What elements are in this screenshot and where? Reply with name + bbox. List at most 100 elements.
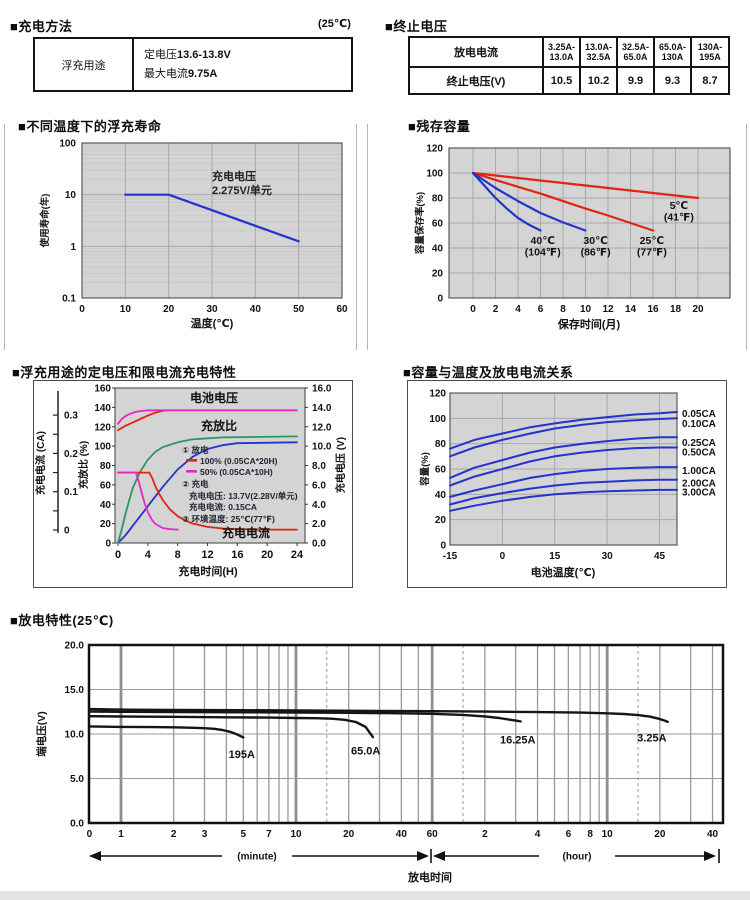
- series-0.05CA-label: 0.05CA: [682, 409, 716, 420]
- hour-range-label: (hour): [563, 852, 592, 863]
- section-header-discharge: ■放电特性(25℃): [10, 613, 114, 628]
- svg-text:1: 1: [70, 242, 76, 253]
- current-range-cell: 65.0A-130A: [653, 36, 692, 68]
- svg-text:0: 0: [440, 541, 446, 552]
- legend-charge: ② 充电: [182, 479, 209, 489]
- svg-text:6.0: 6.0: [312, 480, 326, 491]
- series-0.25CA-line: [449, 436, 678, 479]
- end-voltage-value: 9.9: [616, 66, 655, 95]
- svg-text:20: 20: [435, 515, 447, 526]
- charge-values-cell: 定电压13.6-13.8V 最大电流9.75A: [132, 36, 353, 93]
- charge-method-table: 浮充用途 定电压13.6-13.8V 最大电流9.75A: [33, 36, 353, 93]
- minute-tick: 20: [343, 829, 355, 840]
- series-charge-ratio-100-line: [117, 441, 298, 544]
- svg-text:100: 100: [94, 442, 111, 453]
- svg-text:30: 30: [602, 551, 614, 562]
- svg-text:6: 6: [538, 304, 544, 315]
- current-axis-label: 充电电流 (CA): [34, 431, 47, 495]
- minute-tick: 7: [266, 829, 272, 840]
- svg-text:160: 160: [94, 384, 111, 395]
- series-0.05CA-line: [449, 411, 678, 450]
- svg-text:80: 80: [435, 439, 447, 450]
- panel-charge-characteristics: [33, 380, 353, 588]
- minute-tick: 60: [427, 829, 439, 840]
- svg-text:(41℉): (41℉): [664, 211, 694, 223]
- series-charge-current-50-line: [117, 471, 179, 531]
- hour-tick: 6: [566, 829, 572, 840]
- hour-tick: 4: [535, 829, 541, 840]
- svg-text:0: 0: [105, 539, 111, 550]
- svg-text:0.2: 0.2: [64, 449, 78, 460]
- svg-text:30: 30: [206, 304, 218, 315]
- series-195A-line: [88, 725, 245, 739]
- section-header-residual-capacity: ■残存容量: [408, 119, 471, 134]
- charge-characteristics-chart: 0204060801001201401600.02.04.06.08.010.0…: [34, 384, 347, 579]
- series-30C-label: 30℃: [583, 235, 607, 247]
- svg-text:12.0: 12.0: [312, 422, 332, 433]
- series-0.50CA-label: 0.50CA: [682, 447, 716, 458]
- svg-text:14.0: 14.0: [312, 403, 332, 414]
- svg-text:15: 15: [549, 551, 561, 562]
- bottom-divider: [0, 891, 750, 900]
- constant-voltage-line: 定电压13.6-13.8V: [144, 46, 351, 65]
- end-voltage-value: 10.5: [542, 66, 581, 95]
- max-current-value: 9.75A: [188, 67, 218, 80]
- end-voltage-label: 终止电压(V): [408, 66, 544, 95]
- end-voltage-table: 放电电流 3.25A-13.0A 13.0A-32.5A 32.5A-65.0A…: [408, 36, 730, 95]
- series-195A-label: 195A: [229, 749, 255, 761]
- minute-tick: 0: [87, 829, 93, 840]
- minute-tick: 40: [396, 829, 408, 840]
- series-0.10CA-line: [449, 417, 678, 458]
- hour-tick: 2: [482, 829, 488, 840]
- svg-text:16: 16: [647, 304, 659, 315]
- residual-ylabel: 容量保存率(%): [414, 192, 426, 255]
- minute-tick: 2: [171, 829, 177, 840]
- float-life-xlabel: 温度(℃): [191, 316, 234, 330]
- svg-text:40: 40: [100, 500, 112, 511]
- series-0.25CA-label: 0.25CA: [682, 438, 716, 449]
- current-range-cell: 32.5A-65.0A: [616, 36, 655, 68]
- current-range-cell: 130A-195A: [690, 36, 730, 68]
- minute-tick: 1: [118, 829, 124, 840]
- section-header-charge-characteristics: ■浮充用途的定电压和限电流充电特性: [12, 365, 237, 380]
- svg-text:0: 0: [79, 304, 85, 315]
- svg-text:2.0: 2.0: [312, 519, 326, 530]
- svg-text:(104℉): (104℉): [525, 246, 561, 258]
- series-charge-ratio-50-line: [117, 435, 298, 544]
- svg-text:0.1: 0.1: [62, 294, 76, 305]
- svg-text:20.0: 20.0: [65, 641, 85, 652]
- svg-text:80: 80: [100, 461, 112, 472]
- series-charge-current-100-line: [117, 471, 298, 531]
- discharge-ylabel: 端电压(V): [35, 711, 48, 757]
- svg-text:2: 2: [493, 304, 499, 315]
- series-25C-line: [471, 171, 655, 232]
- svg-text:10: 10: [120, 304, 132, 315]
- charge-current-text: 充电电流: [222, 525, 270, 540]
- svg-text:12: 12: [602, 304, 614, 315]
- series-40C-line: [471, 171, 542, 232]
- end-voltage-value: 8.7: [690, 66, 730, 95]
- svg-text:100: 100: [429, 414, 446, 425]
- table-row-discharge-current: 放电电流 3.25A-13.0A 13.0A-32.5A 32.5A-65.0A…: [408, 36, 730, 68]
- svg-text:10.0: 10.0: [312, 442, 332, 453]
- svg-text:(77℉): (77℉): [637, 246, 667, 258]
- series-25C-label: 25℃: [640, 235, 664, 247]
- charge-use-label: 浮充用途: [33, 36, 134, 93]
- svg-text:(86℉): (86℉): [581, 246, 611, 258]
- svg-text:2.275V/单元: 2.275V/单元: [212, 183, 272, 197]
- svg-text:45: 45: [654, 551, 666, 562]
- panel-capacity-temperature: [407, 380, 727, 588]
- series-40C-label: 40℃: [531, 235, 555, 247]
- series-3.00CA-line: [449, 488, 678, 512]
- series-30C-line: [471, 171, 587, 232]
- svg-text:5.0: 5.0: [70, 774, 84, 785]
- svg-text:100: 100: [426, 169, 443, 180]
- svg-text:60: 60: [100, 480, 112, 491]
- minute-tick: 3: [202, 829, 208, 840]
- legend-discharge: ① 放电: [182, 445, 209, 455]
- residual-xlabel: 保存时间(月): [557, 317, 621, 331]
- svg-text:12: 12: [201, 549, 213, 561]
- svg-text:20: 20: [432, 269, 444, 280]
